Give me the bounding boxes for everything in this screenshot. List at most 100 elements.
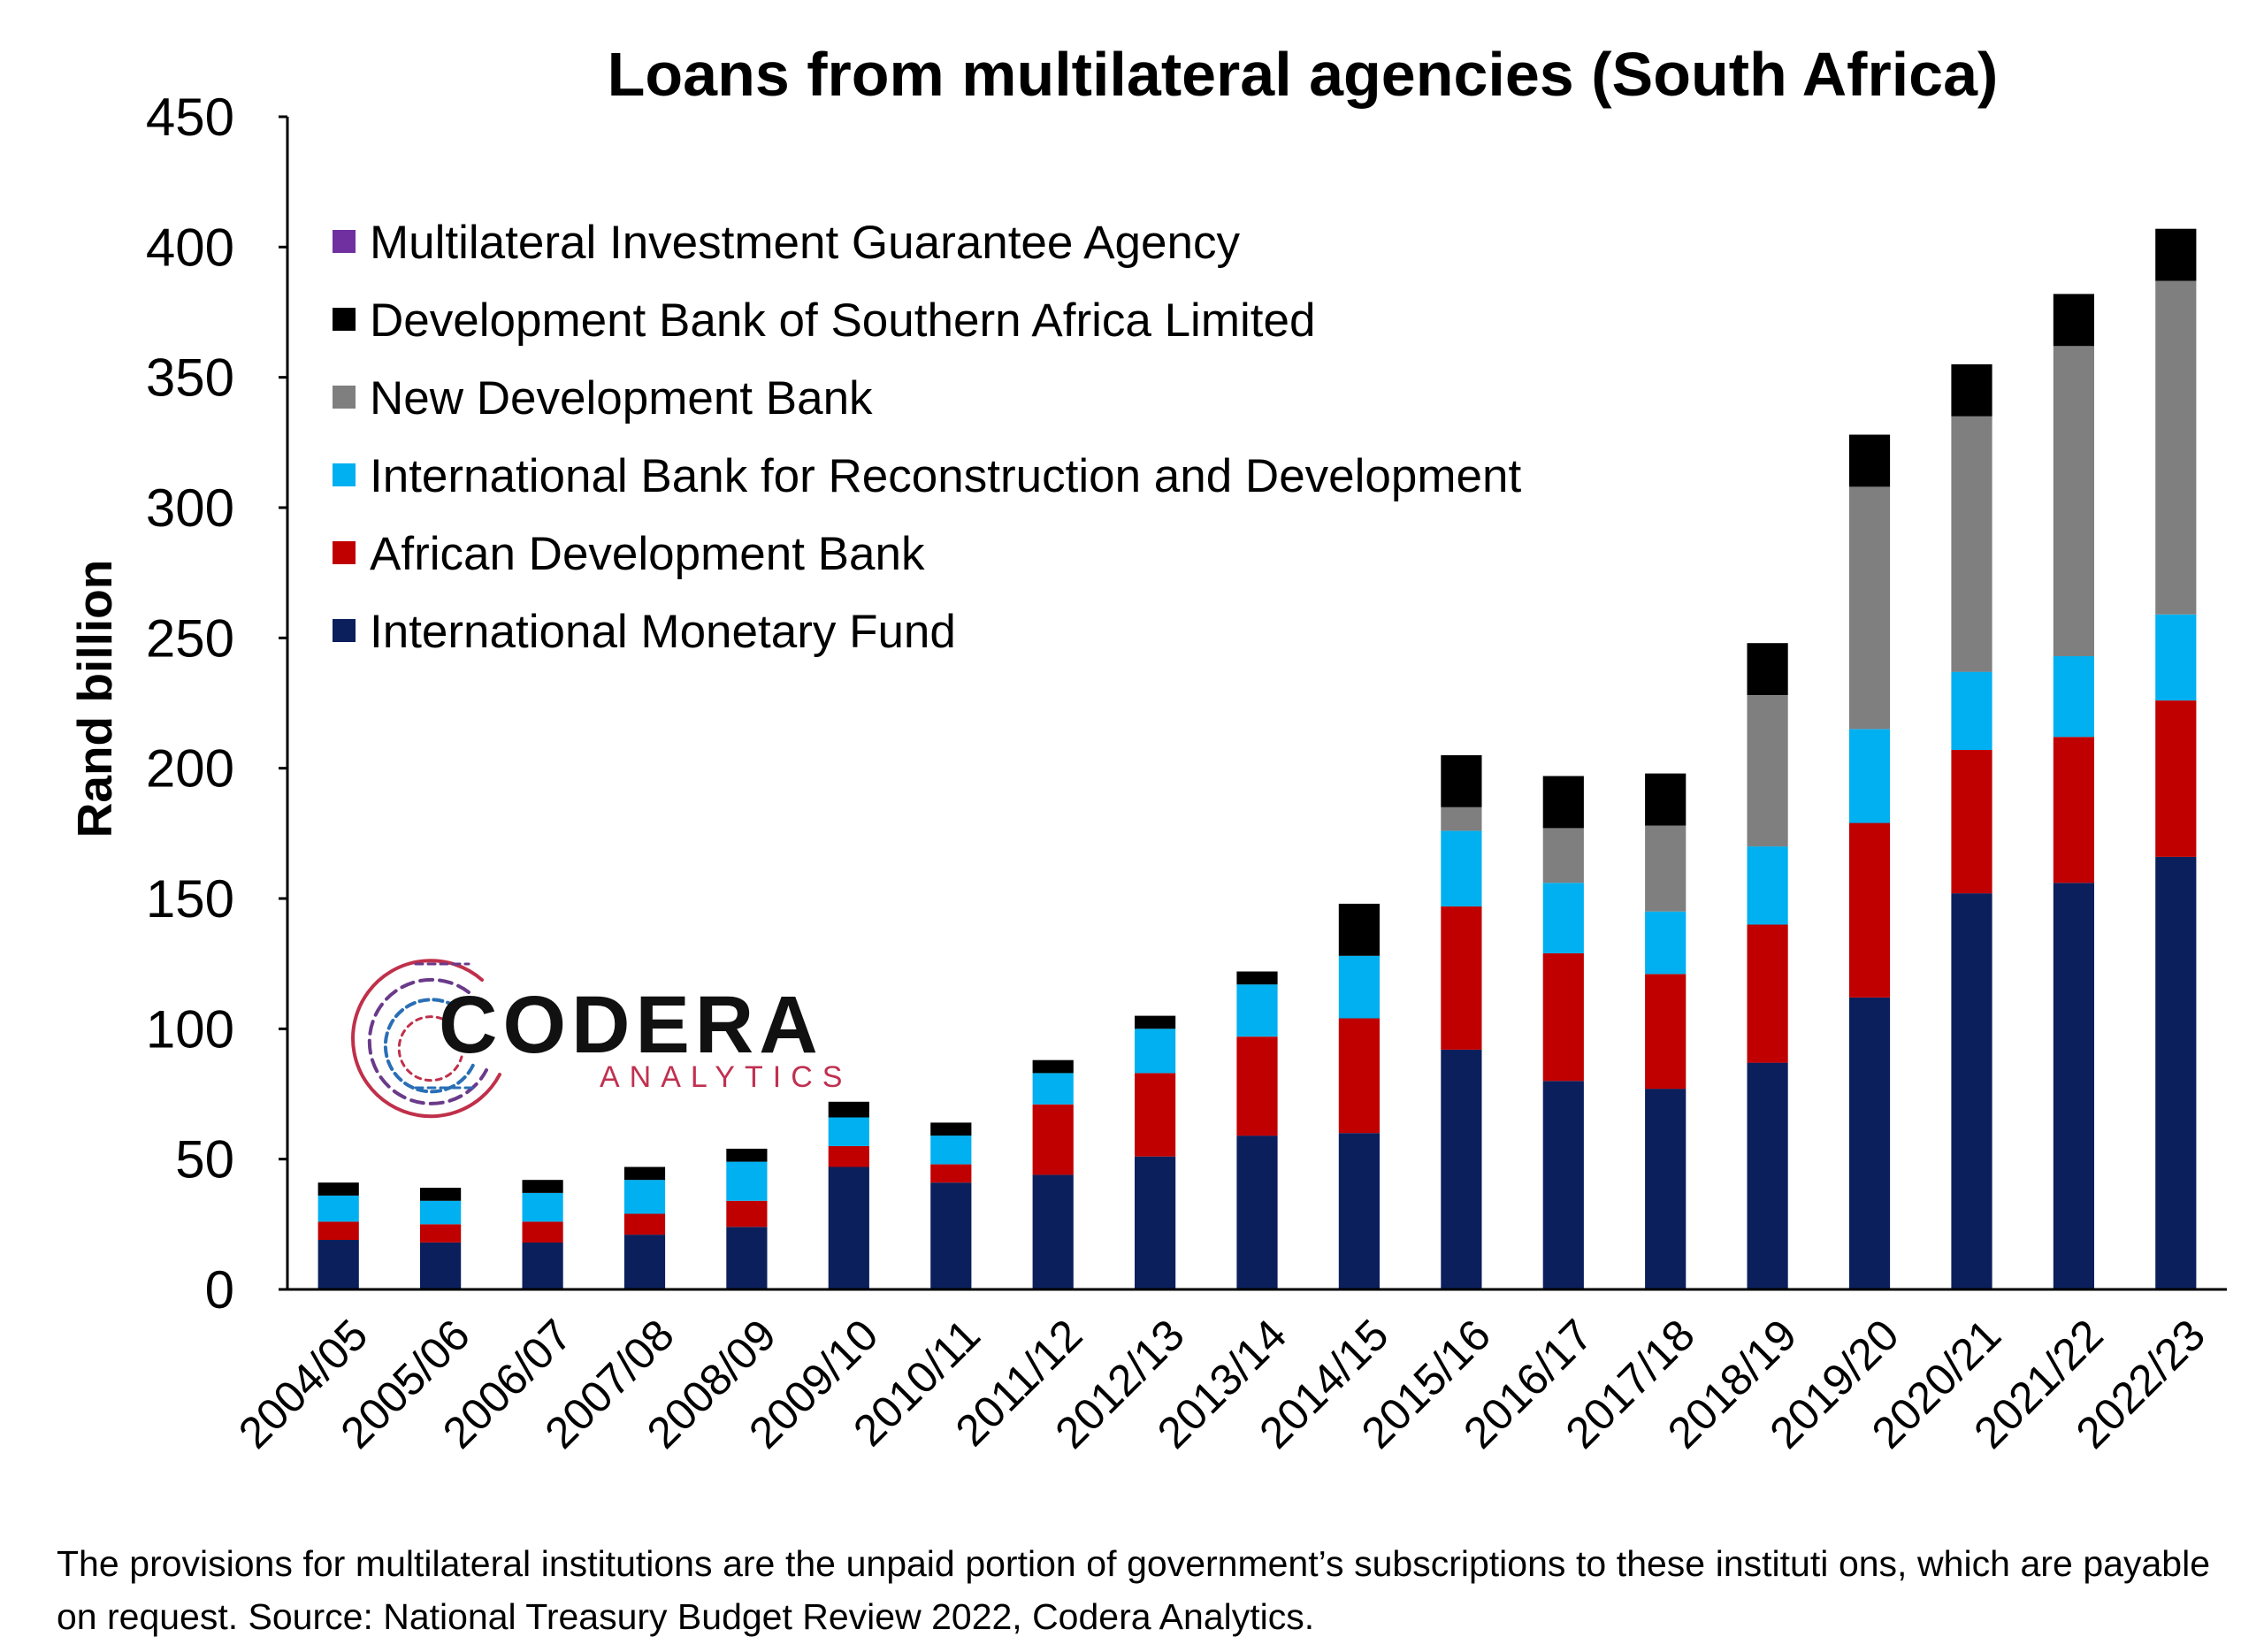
bar-segment-s4-6: [930, 1122, 972, 1136]
bar-segment-s4-14: [1747, 643, 1788, 696]
legend-label-4: African Development Bank: [370, 528, 925, 580]
y-tick-label-7: 350: [146, 348, 234, 408]
bar-segment-s1-6: [930, 1164, 972, 1183]
bar-segment-s1-17: [2053, 737, 2094, 883]
bar-segment-s4-5: [828, 1101, 869, 1118]
bar-segment-s4-0: [317, 1182, 359, 1196]
bar-segment-s4-18: [2155, 228, 2197, 281]
bar-segment-s0-8: [1135, 1156, 1176, 1289]
bar-segment-s2-7: [1032, 1073, 1074, 1105]
bar-segment-s1-11: [1441, 906, 1482, 1050]
bar-segment-s0-5: [828, 1166, 869, 1289]
bar-segment-s2-4: [726, 1161, 768, 1201]
bar-segment-s2-6: [930, 1136, 972, 1165]
logo-wordmark: CODERA: [439, 980, 823, 1070]
bar-segment-s4-2: [522, 1180, 563, 1193]
bar-segment-s4-1: [420, 1188, 462, 1201]
bar-segment-s4-11: [1441, 754, 1482, 807]
bar-segment-s0-11: [1441, 1049, 1482, 1289]
bar-segment-s0-6: [930, 1182, 972, 1289]
bar-segment-s0-9: [1236, 1136, 1278, 1289]
y-tick-label-2: 100: [146, 999, 234, 1059]
bar-segment-s4-7: [1032, 1059, 1074, 1074]
bar-segment-s2-18: [2155, 614, 2197, 700]
legend-label-1: Development Bank of Southern Africa Limi…: [370, 294, 1315, 347]
footnote: The provisions for multilateral institut…: [57, 1543, 2210, 1637]
bar-segment-s4-10: [1338, 903, 1380, 956]
bar-segment-s0-2: [522, 1243, 563, 1289]
bar-segment-s2-8: [1135, 1029, 1176, 1074]
codera-logo: CODERA ANALYTICS: [351, 959, 852, 1119]
bar-segment-s1-2: [522, 1221, 563, 1243]
bar-segment-s0-1: [420, 1243, 462, 1289]
bar-segment-s3-18: [2155, 280, 2197, 615]
logo-subtitle: ANALYTICS: [600, 1060, 852, 1094]
bar-segment-s1-13: [1645, 974, 1687, 1090]
bar-segment-s1-18: [2155, 700, 2197, 857]
bar-segment-s2-15: [1848, 729, 1891, 823]
bar-segment-s2-13: [1645, 911, 1687, 975]
bar-segment-s3-13: [1645, 825, 1687, 912]
legend-label-2: New Development Bank: [370, 372, 873, 424]
bar-segment-s1-3: [623, 1213, 666, 1235]
axes-group: [286, 117, 2227, 1291]
bar-segment-s0-7: [1032, 1174, 1074, 1289]
y-tick-label-0: 0: [205, 1260, 234, 1319]
bars-group: [317, 228, 2197, 1289]
y-tick-label-6: 300: [146, 478, 234, 538]
bar-segment-s1-4: [726, 1200, 768, 1228]
bar-segment-s4-9: [1236, 971, 1278, 985]
bar-segment-s0-12: [1542, 1081, 1584, 1289]
bar-segment-s4-15: [1848, 434, 1891, 487]
y-tick-label-3: 150: [146, 869, 234, 929]
bar-segment-s0-13: [1645, 1089, 1687, 1289]
bar-segment-s1-7: [1032, 1104, 1074, 1175]
bar-segment-s1-8: [1135, 1073, 1176, 1157]
y-ticks-group: 0 50 100 150 200 250 300 350 400 450: [146, 88, 287, 1319]
bar-segment-s1-0: [317, 1221, 359, 1240]
y-axis-label: Rand billion: [67, 560, 122, 838]
legend-swatch-3: [333, 463, 356, 486]
legend-label-5: International Monetary Fund: [370, 606, 956, 658]
bar-segment-s1-15: [1848, 822, 1891, 998]
bar-segment-s3-14: [1747, 695, 1788, 847]
bar-segment-s0-4: [726, 1227, 768, 1289]
bar-segment-s4-3: [623, 1166, 666, 1181]
bar-segment-s0-15: [1848, 998, 1891, 1289]
bar-segment-s2-2: [522, 1193, 563, 1222]
y-tick-label-1: 50: [175, 1130, 234, 1189]
bar-segment-s4-17: [2053, 294, 2094, 347]
bar-segment-s3-17: [2053, 346, 2094, 656]
bar-segment-s2-16: [1951, 671, 1992, 750]
legend-swatch-1: [333, 308, 356, 331]
bar-segment-s1-9: [1236, 1036, 1278, 1136]
legend: Multilateral Investment Guarantee Agency…: [333, 217, 1521, 658]
bar-segment-s0-3: [623, 1235, 666, 1289]
bar-segment-s3-12: [1542, 828, 1584, 883]
bar-segment-s4-16: [1951, 363, 1992, 417]
bar-segment-s1-12: [1542, 952, 1584, 1082]
bar-segment-s0-16: [1951, 893, 1992, 1289]
bar-segment-s2-12: [1542, 883, 1584, 953]
x-ticks-group: 2004/052005/062006/072007/082008/092009/…: [229, 1310, 2214, 1457]
bar-segment-s4-4: [726, 1148, 768, 1162]
bar-segment-s2-14: [1747, 846, 1788, 925]
legend-swatch-2: [333, 386, 356, 409]
bar-segment-s3-15: [1848, 486, 1891, 730]
bar-segment-s3-11: [1441, 807, 1482, 831]
bar-segment-s0-17: [2053, 883, 2094, 1289]
y-tick-label-8: 400: [146, 218, 234, 277]
bar-segment-s1-14: [1747, 924, 1788, 1063]
legend-swatch-0: [333, 230, 356, 253]
bar-segment-s2-11: [1441, 830, 1482, 906]
bar-segment-s1-5: [828, 1145, 869, 1167]
bar-segment-s2-9: [1236, 984, 1278, 1037]
bar-segment-s1-1: [420, 1224, 462, 1243]
bar-segment-s0-14: [1747, 1062, 1788, 1289]
bar-segment-s0-18: [2155, 856, 2197, 1289]
y-tick-label-9: 450: [146, 88, 234, 147]
bar-segment-s2-10: [1338, 955, 1380, 1019]
legend-swatch-5: [333, 619, 356, 642]
legend-swatch-4: [333, 541, 356, 564]
